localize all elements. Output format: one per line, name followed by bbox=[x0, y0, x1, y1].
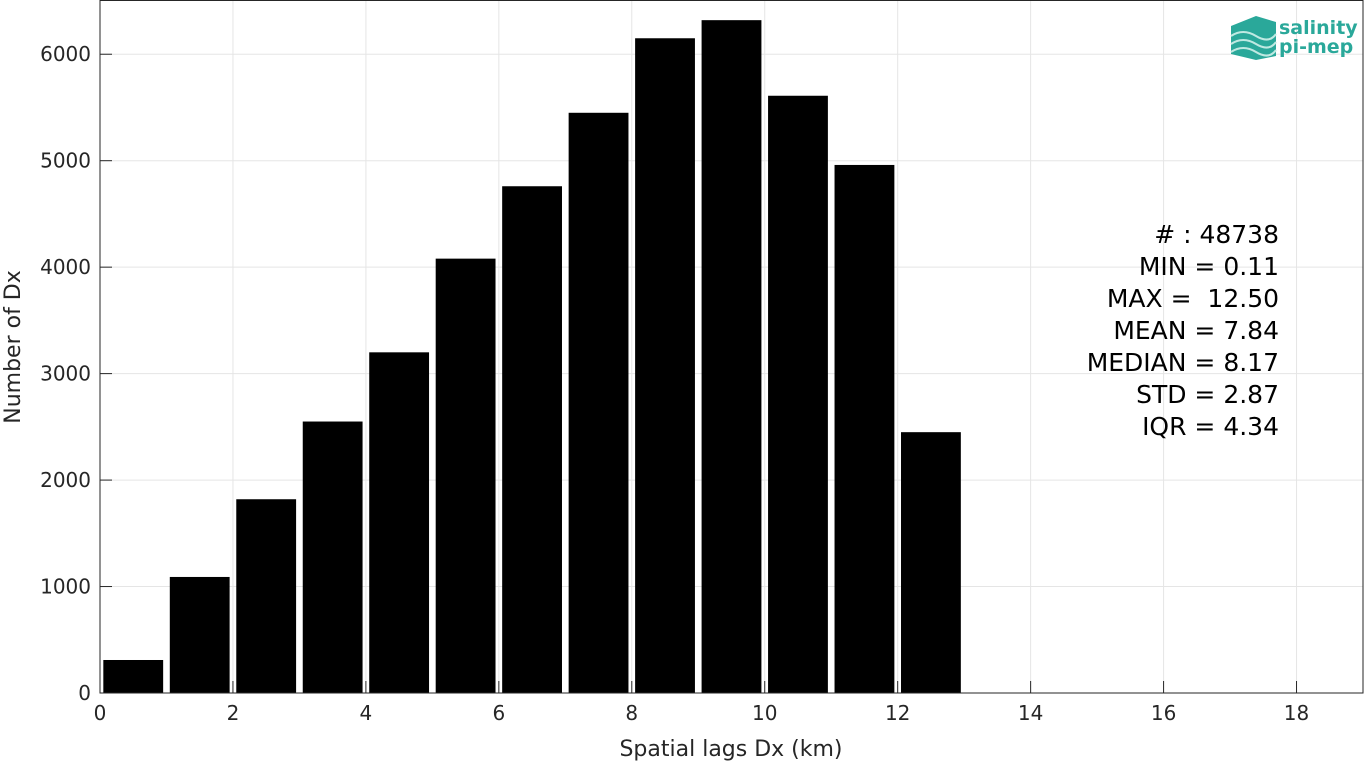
y-tick-label: 3000 bbox=[40, 362, 91, 386]
stats-line: MAX = 12.50 bbox=[1107, 284, 1279, 313]
histogram-bar bbox=[169, 576, 230, 693]
x-tick-label: 0 bbox=[94, 701, 107, 725]
histogram-bar bbox=[635, 38, 695, 694]
x-tick-label: 12 bbox=[885, 701, 910, 725]
x-tick-label: 18 bbox=[1284, 701, 1309, 725]
stats-line: # : 48738 bbox=[1154, 220, 1279, 249]
y-axis-label: Number of Dx bbox=[1, 270, 26, 424]
histogram-bar bbox=[103, 659, 164, 693]
histogram-bar bbox=[369, 352, 430, 693]
plot-frame bbox=[99, 0, 1364, 694]
histogram-bar bbox=[768, 95, 828, 693]
bars bbox=[103, 20, 961, 694]
x-axis-label: Spatial lags Dx (km) bbox=[619, 737, 842, 762]
histogram-bar bbox=[901, 432, 961, 693]
stats-line: MEAN = 7.84 bbox=[1113, 316, 1279, 345]
histogram-bar bbox=[834, 164, 895, 693]
histogram-bar bbox=[435, 258, 496, 693]
y-tick-label: 4000 bbox=[40, 255, 91, 279]
axis-ticks: 0 2 4 6 8 10 12 14 16 18 0 1000 2000 3000 4000 5000 6000 bbox=[40, 42, 1309, 725]
y-tick-label: 5000 bbox=[40, 149, 91, 173]
stats-line: MEDIAN = 8.17 bbox=[1087, 348, 1279, 377]
x-tick-label: 2 bbox=[227, 701, 240, 725]
y-tick-label: 1000 bbox=[40, 575, 91, 599]
stats-line: IQR = 4.34 bbox=[1142, 412, 1279, 441]
x-tick-label: 14 bbox=[1018, 701, 1043, 725]
x-tick-label: 4 bbox=[360, 701, 373, 725]
x-tick-label: 16 bbox=[1151, 701, 1176, 725]
logo-line1: salinity bbox=[1279, 17, 1358, 39]
histogram-bar bbox=[236, 499, 297, 693]
y-tick-label: 6000 bbox=[40, 42, 91, 66]
stats-line: MIN = 0.11 bbox=[1139, 252, 1279, 281]
logo: salinity pi-mep bbox=[1230, 16, 1358, 60]
x-tick-label: 8 bbox=[625, 701, 638, 725]
histogram-bar bbox=[502, 186, 562, 693]
y-tick-label: 0 bbox=[78, 681, 91, 705]
logo-line2: pi-mep bbox=[1279, 36, 1353, 58]
y-tick-label: 2000 bbox=[40, 468, 91, 492]
wave-logo-icon bbox=[1230, 16, 1277, 60]
histogram-bar bbox=[701, 20, 762, 693]
x-tick-label: 10 bbox=[752, 701, 777, 725]
histogram-bar bbox=[568, 112, 629, 694]
stats-line: STD = 2.87 bbox=[1136, 380, 1279, 409]
stats-annotation: # : 48738 MIN = 0.11 MAX = 12.50 MEAN = 7.8… bbox=[1087, 220, 1279, 441]
histogram-bar bbox=[302, 421, 363, 693]
x-tick-label: 6 bbox=[492, 701, 505, 725]
